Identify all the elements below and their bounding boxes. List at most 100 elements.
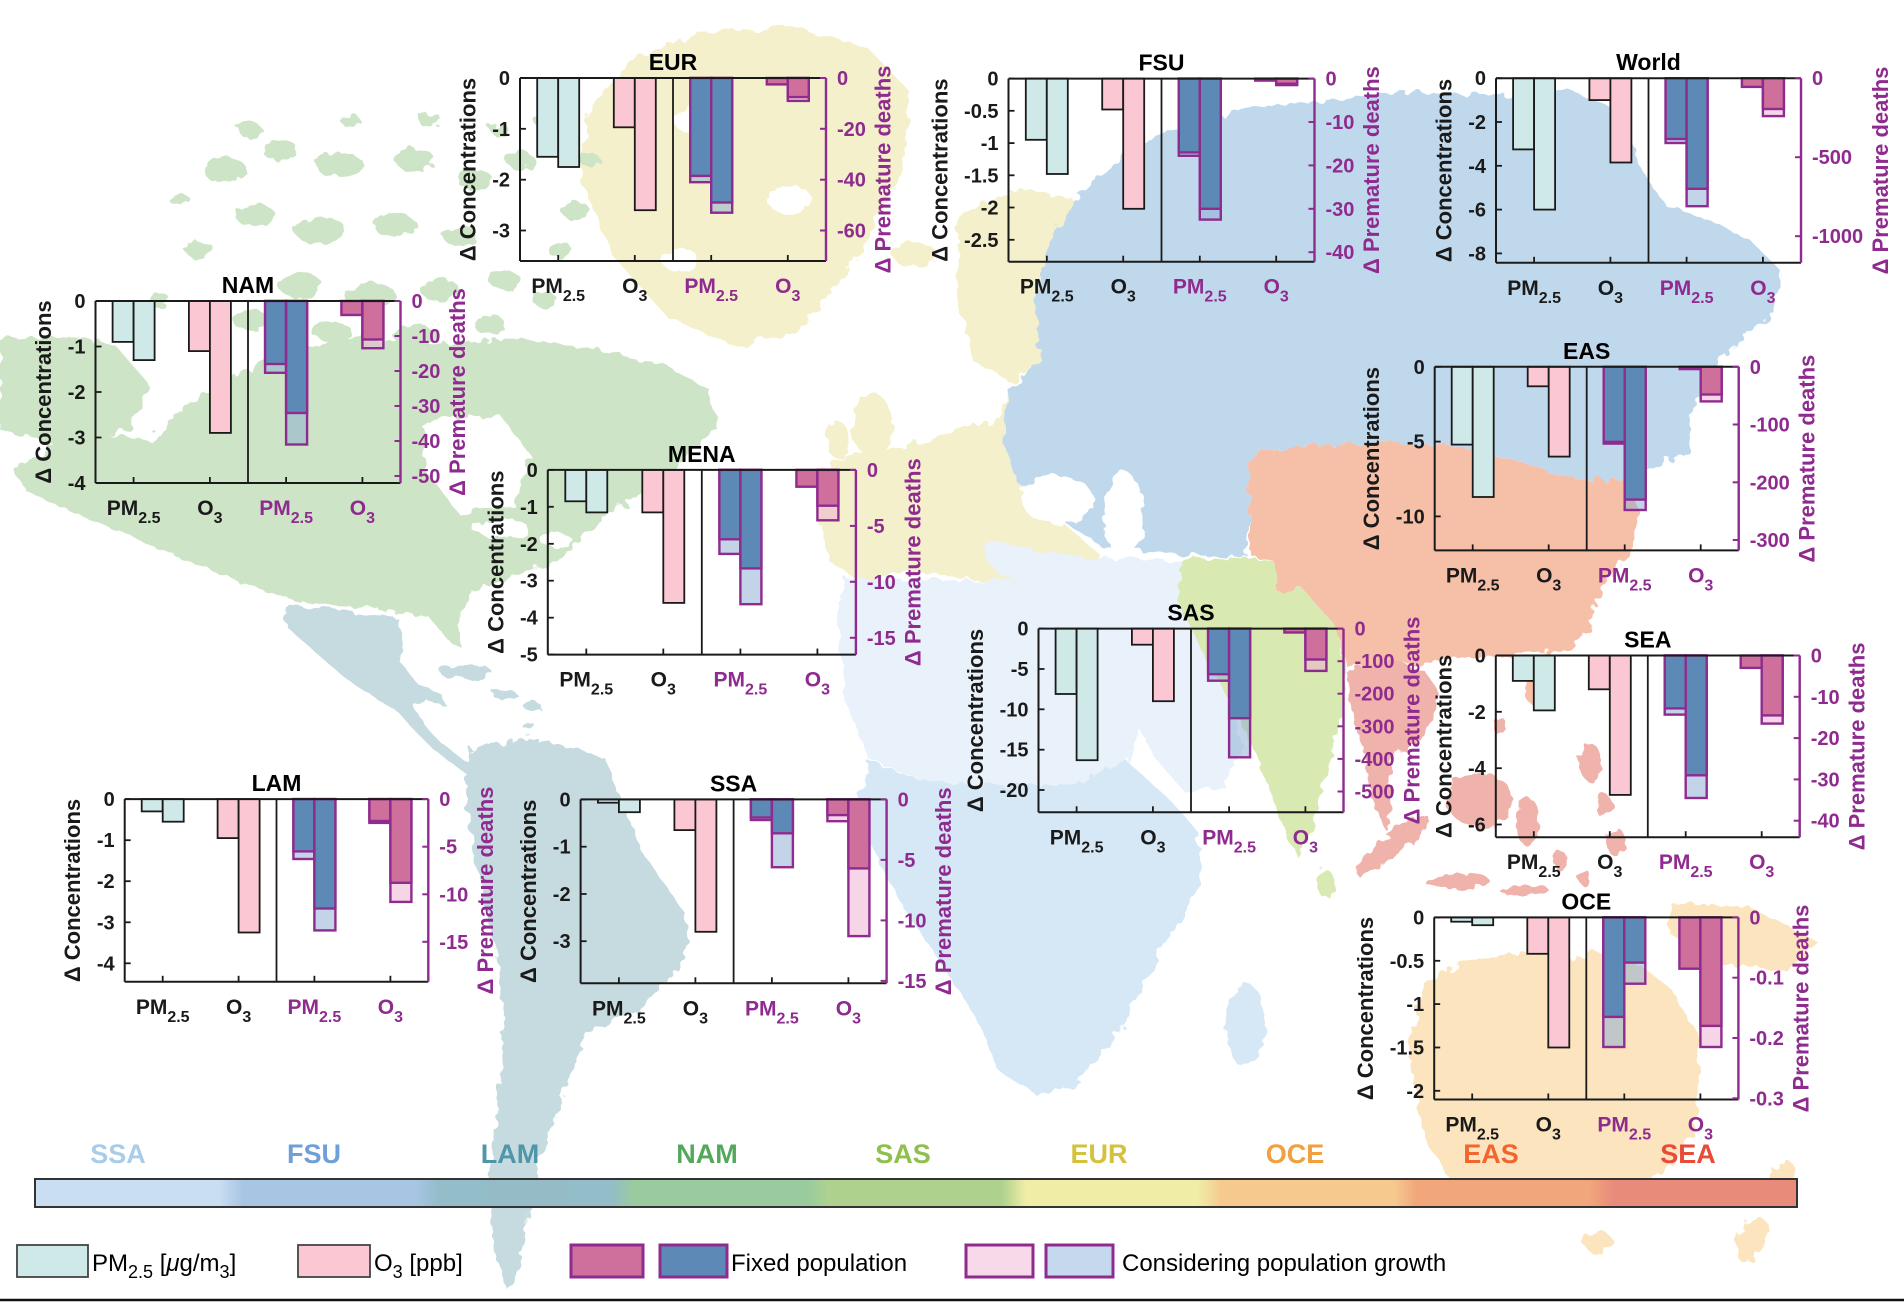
svg-text:-0.1: -0.1 [1749, 968, 1783, 990]
svg-text:-2: -2 [1468, 112, 1486, 134]
svg-text:SSA: SSA [710, 770, 757, 796]
svg-text:-2: -2 [981, 198, 999, 220]
svg-text:O3 [ppb]: O3 [ppb] [374, 1250, 463, 1282]
svg-text:-1: -1 [1406, 994, 1424, 1016]
svg-text:-1: -1 [981, 133, 999, 155]
svg-text:Δ Concentrations: Δ Concentrations [1359, 367, 1384, 550]
svg-text:0: 0 [898, 789, 909, 811]
svg-text:0: 0 [1811, 646, 1822, 668]
svg-text:SSA: SSA [90, 1139, 146, 1169]
svg-text:0: 0 [412, 291, 423, 313]
svg-text:PM2.5: PM2.5 [745, 997, 799, 1027]
svg-text:-2.5: -2.5 [964, 230, 998, 252]
svg-text:-30: -30 [1326, 199, 1355, 221]
svg-text:Δ Premature deaths: Δ Premature deaths [445, 288, 470, 496]
svg-text:Δ Premature deaths: Δ Premature deaths [1789, 905, 1814, 1113]
svg-text:-40: -40 [1811, 811, 1840, 833]
svg-text:-15: -15 [1000, 740, 1029, 762]
svg-text:-10: -10 [1000, 699, 1029, 721]
svg-text:O3: O3 [805, 669, 830, 699]
svg-text:0: 0 [837, 68, 848, 90]
svg-text:-500: -500 [1812, 147, 1852, 169]
svg-text:0: 0 [559, 789, 570, 811]
svg-text:EUR: EUR [1070, 1139, 1127, 1169]
svg-text:-3: -3 [553, 931, 571, 953]
svg-text:-4: -4 [1468, 758, 1487, 780]
svg-text:0: 0 [1749, 907, 1760, 929]
svg-text:Δ Premature deaths: Δ Premature deaths [1868, 67, 1893, 275]
svg-text:Δ Premature deaths: Δ Premature deaths [1795, 355, 1820, 563]
svg-text:-1: -1 [553, 837, 571, 859]
svg-text:PM2.5: PM2.5 [1659, 851, 1713, 881]
svg-text:-40: -40 [837, 170, 866, 192]
svg-text:-0.2: -0.2 [1749, 1028, 1783, 1050]
svg-text:-40: -40 [412, 431, 441, 453]
svg-text:-1: -1 [97, 830, 115, 852]
svg-text:-8: -8 [1468, 243, 1486, 265]
svg-text:-5: -5 [1407, 432, 1425, 454]
svg-text:-0.5: -0.5 [964, 101, 998, 123]
svg-text:-200: -200 [1355, 684, 1395, 706]
svg-text:-0.5: -0.5 [1390, 951, 1424, 973]
svg-text:NAM: NAM [222, 272, 274, 298]
svg-text:-10: -10 [1811, 687, 1840, 709]
svg-text:OCE: OCE [1266, 1139, 1325, 1169]
svg-text:O3: O3 [683, 997, 708, 1027]
svg-text:Δ Premature deaths: Δ Premature deaths [1844, 643, 1869, 851]
svg-text:-5: -5 [520, 645, 538, 667]
svg-text:0: 0 [1413, 907, 1424, 929]
svg-text:-1.5: -1.5 [1390, 1038, 1424, 1060]
svg-text:O3: O3 [836, 997, 861, 1027]
svg-text:O3: O3 [1749, 851, 1774, 881]
svg-text:-20: -20 [1811, 728, 1840, 750]
svg-text:-500: -500 [1355, 782, 1395, 804]
svg-text:Δ Premature deaths: Δ Premature deaths [473, 787, 498, 995]
svg-text:-30: -30 [412, 396, 441, 418]
svg-text:-2: -2 [1406, 1081, 1424, 1103]
svg-text:0: 0 [1475, 646, 1486, 668]
svg-text:Δ Concentrations: Δ Concentrations [927, 78, 952, 261]
svg-text:0: 0 [987, 69, 998, 91]
svg-text:0: 0 [74, 291, 85, 313]
svg-text:Δ Premature deaths: Δ Premature deaths [931, 787, 956, 995]
svg-text:0: 0 [527, 460, 538, 482]
svg-text:-10: -10 [412, 326, 441, 348]
svg-text:0: 0 [104, 789, 115, 811]
svg-text:-20: -20 [837, 119, 866, 141]
svg-text:O3: O3 [651, 669, 676, 699]
svg-text:-2: -2 [1468, 702, 1486, 724]
svg-text:-4: -4 [68, 473, 87, 495]
svg-text:SEA: SEA [1660, 1139, 1716, 1169]
svg-text:-50: -50 [412, 466, 441, 488]
svg-text:-100: -100 [1750, 415, 1790, 437]
svg-text:Δ Concentrations: Δ Concentrations [60, 799, 85, 982]
svg-text:-200: -200 [1750, 472, 1790, 494]
svg-text:O3: O3 [378, 996, 403, 1026]
svg-text:0: 0 [1475, 68, 1486, 90]
svg-text:-10: -10 [1326, 112, 1355, 134]
svg-text:PM2.5 [μg/m3]: PM2.5 [μg/m3] [92, 1250, 236, 1282]
svg-text:-10: -10 [867, 572, 896, 594]
svg-text:-4: -4 [520, 608, 539, 630]
svg-text:Δ Premature deaths: Δ Premature deaths [1359, 66, 1384, 274]
svg-text:0: 0 [1414, 357, 1425, 379]
svg-text:-2: -2 [520, 534, 538, 556]
svg-text:Δ Concentrations: Δ Concentrations [963, 629, 988, 812]
svg-text:-40: -40 [1326, 242, 1355, 264]
svg-text:O3: O3 [1597, 851, 1622, 881]
svg-text:-4: -4 [1468, 156, 1487, 178]
svg-text:Δ Concentrations: Δ Concentrations [456, 78, 481, 261]
svg-text:-3: -3 [520, 571, 538, 593]
svg-text:-1.5: -1.5 [964, 165, 998, 187]
svg-text:-2: -2 [68, 382, 86, 404]
svg-text:PM2.5: PM2.5 [288, 996, 342, 1026]
svg-text:-4: -4 [97, 953, 116, 975]
svg-text:-10: -10 [898, 910, 927, 932]
svg-text:SAS: SAS [875, 1139, 931, 1169]
svg-text:-300: -300 [1750, 530, 1790, 552]
svg-text:-2: -2 [492, 170, 510, 192]
svg-text:-6: -6 [1468, 200, 1486, 222]
svg-text:PM2.5: PM2.5 [1202, 826, 1256, 856]
svg-text:SEA: SEA [1624, 627, 1671, 653]
svg-text:Δ Concentrations: Δ Concentrations [1353, 917, 1378, 1100]
